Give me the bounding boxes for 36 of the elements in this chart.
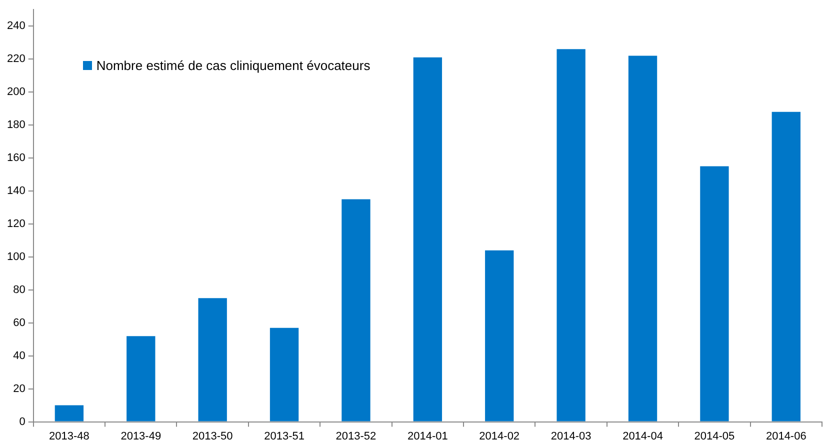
bar: [270, 328, 299, 422]
legend-label: Nombre estimé de cas cliniquement évocateurs: [96, 58, 370, 73]
x-tick-label: 2013-48: [49, 430, 90, 442]
x-tick-label: 2014-04: [622, 430, 663, 442]
bar: [413, 57, 442, 422]
y-tick-label: 100: [6, 250, 26, 263]
x-tick-label: 2014-01: [407, 430, 448, 442]
y-tick-label: 140: [6, 185, 26, 197]
y-tick-label: 20: [13, 382, 26, 395]
y-tick-label: 180: [6, 119, 26, 132]
bar: [342, 199, 370, 422]
y-tick-label: 0: [19, 416, 26, 428]
x-tick-label: 2013-51: [264, 430, 304, 442]
bar: [628, 56, 658, 422]
bar: [198, 298, 227, 422]
x-tick-label: 2013-50: [192, 430, 233, 442]
bar: [556, 49, 586, 422]
x-tick-label: 2014-06: [766, 430, 806, 442]
y-tick-label: 160: [6, 152, 26, 164]
bar: [54, 405, 84, 422]
bar: [126, 336, 156, 422]
y-tick-label: 220: [6, 53, 26, 66]
bar: [772, 112, 800, 422]
y-tick-label: 60: [13, 316, 26, 329]
y-tick-label: 80: [13, 284, 26, 296]
x-tick-label: 2013-52: [336, 430, 376, 442]
y-tick-label: 200: [6, 86, 26, 98]
x-tick-label: 2014-02: [479, 430, 520, 442]
bar: [485, 250, 514, 422]
y-tick-label: 240: [6, 20, 26, 32]
bar: [700, 166, 729, 422]
x-tick-label: 2013-49: [120, 430, 162, 442]
x-tick-label: 2014-05: [694, 430, 735, 442]
y-tick-label: 120: [6, 218, 26, 230]
x-tick-label: 2014-03: [550, 430, 592, 442]
y-tick-label: 40: [13, 350, 26, 362]
